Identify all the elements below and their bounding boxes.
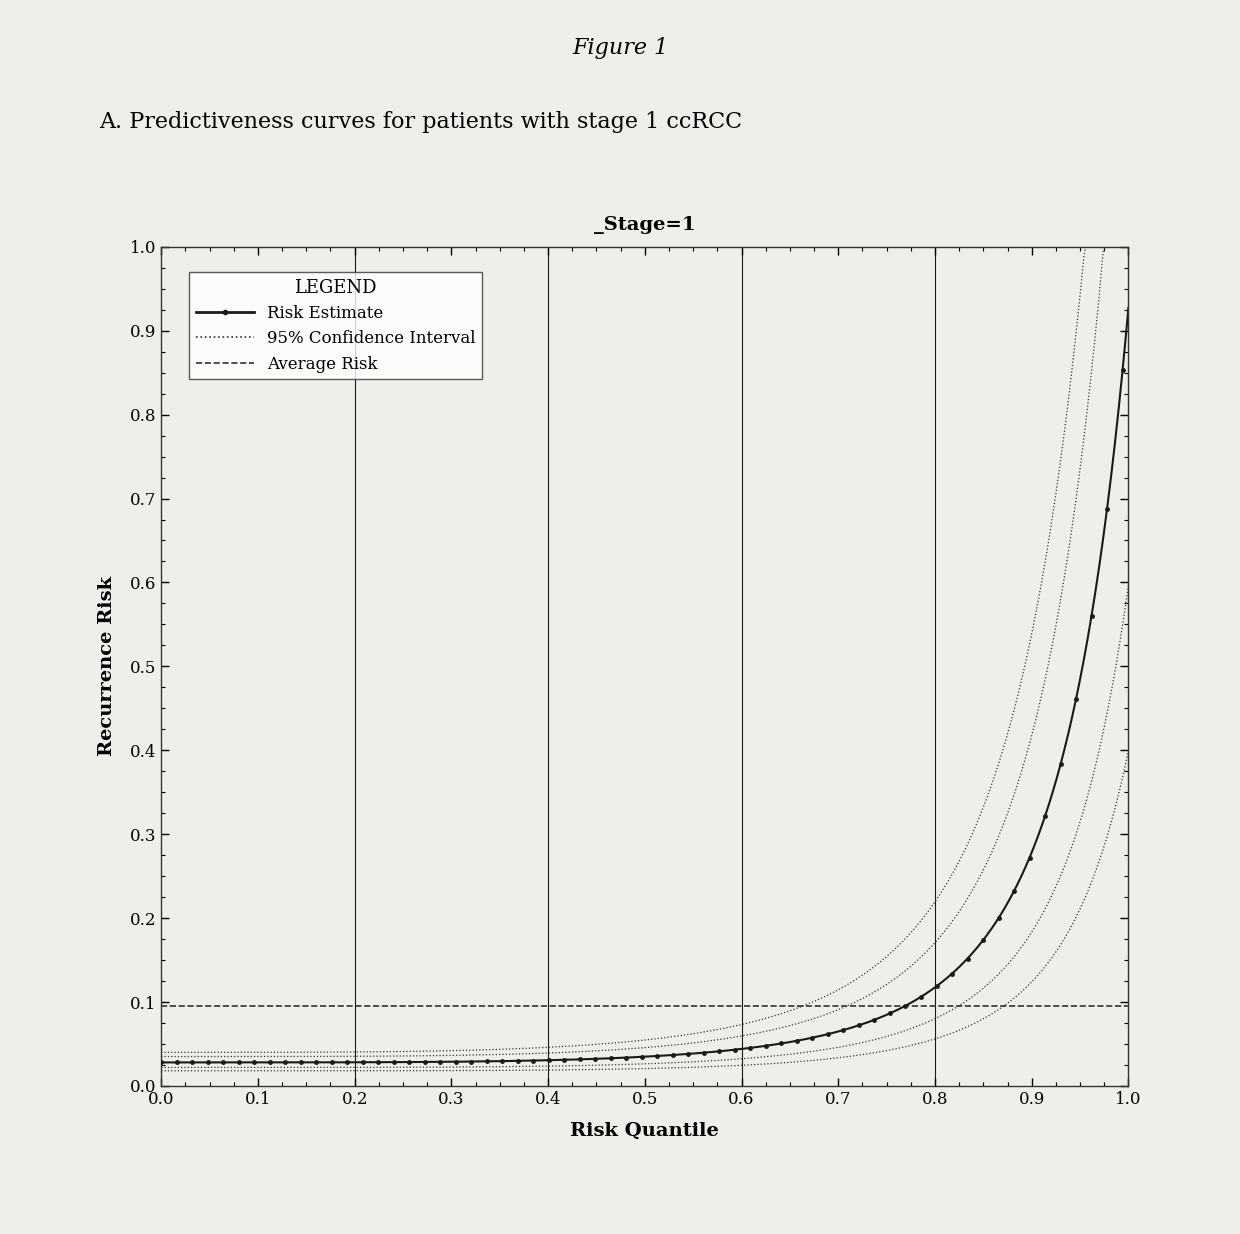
Risk Estimate [613, 1050, 627, 1065]
Text: A. Predictiveness curves for patients with stage 1 ccRCC: A. Predictiveness curves for patients wi… [99, 111, 743, 133]
X-axis label: Risk Quantile: Risk Quantile [570, 1122, 719, 1140]
Risk Estimate [619, 1050, 634, 1065]
Risk Estimate [677, 1046, 692, 1061]
Text: Figure 1: Figure 1 [572, 37, 668, 59]
Risk Estimate [1121, 300, 1136, 315]
Risk Estimate [946, 965, 961, 980]
Title: _Stage=1: _Stage=1 [594, 216, 696, 234]
Line: Risk Estimate: Risk Estimate [160, 306, 1130, 1064]
Y-axis label: Recurrence Risk: Recurrence Risk [98, 576, 117, 756]
Risk Estimate [729, 1041, 744, 1056]
Risk Estimate [1097, 516, 1112, 531]
Risk Estimate [154, 1055, 169, 1070]
Legend: Risk Estimate, 95% Confidence Interval, Average Risk: Risk Estimate, 95% Confidence Interval, … [188, 271, 482, 379]
